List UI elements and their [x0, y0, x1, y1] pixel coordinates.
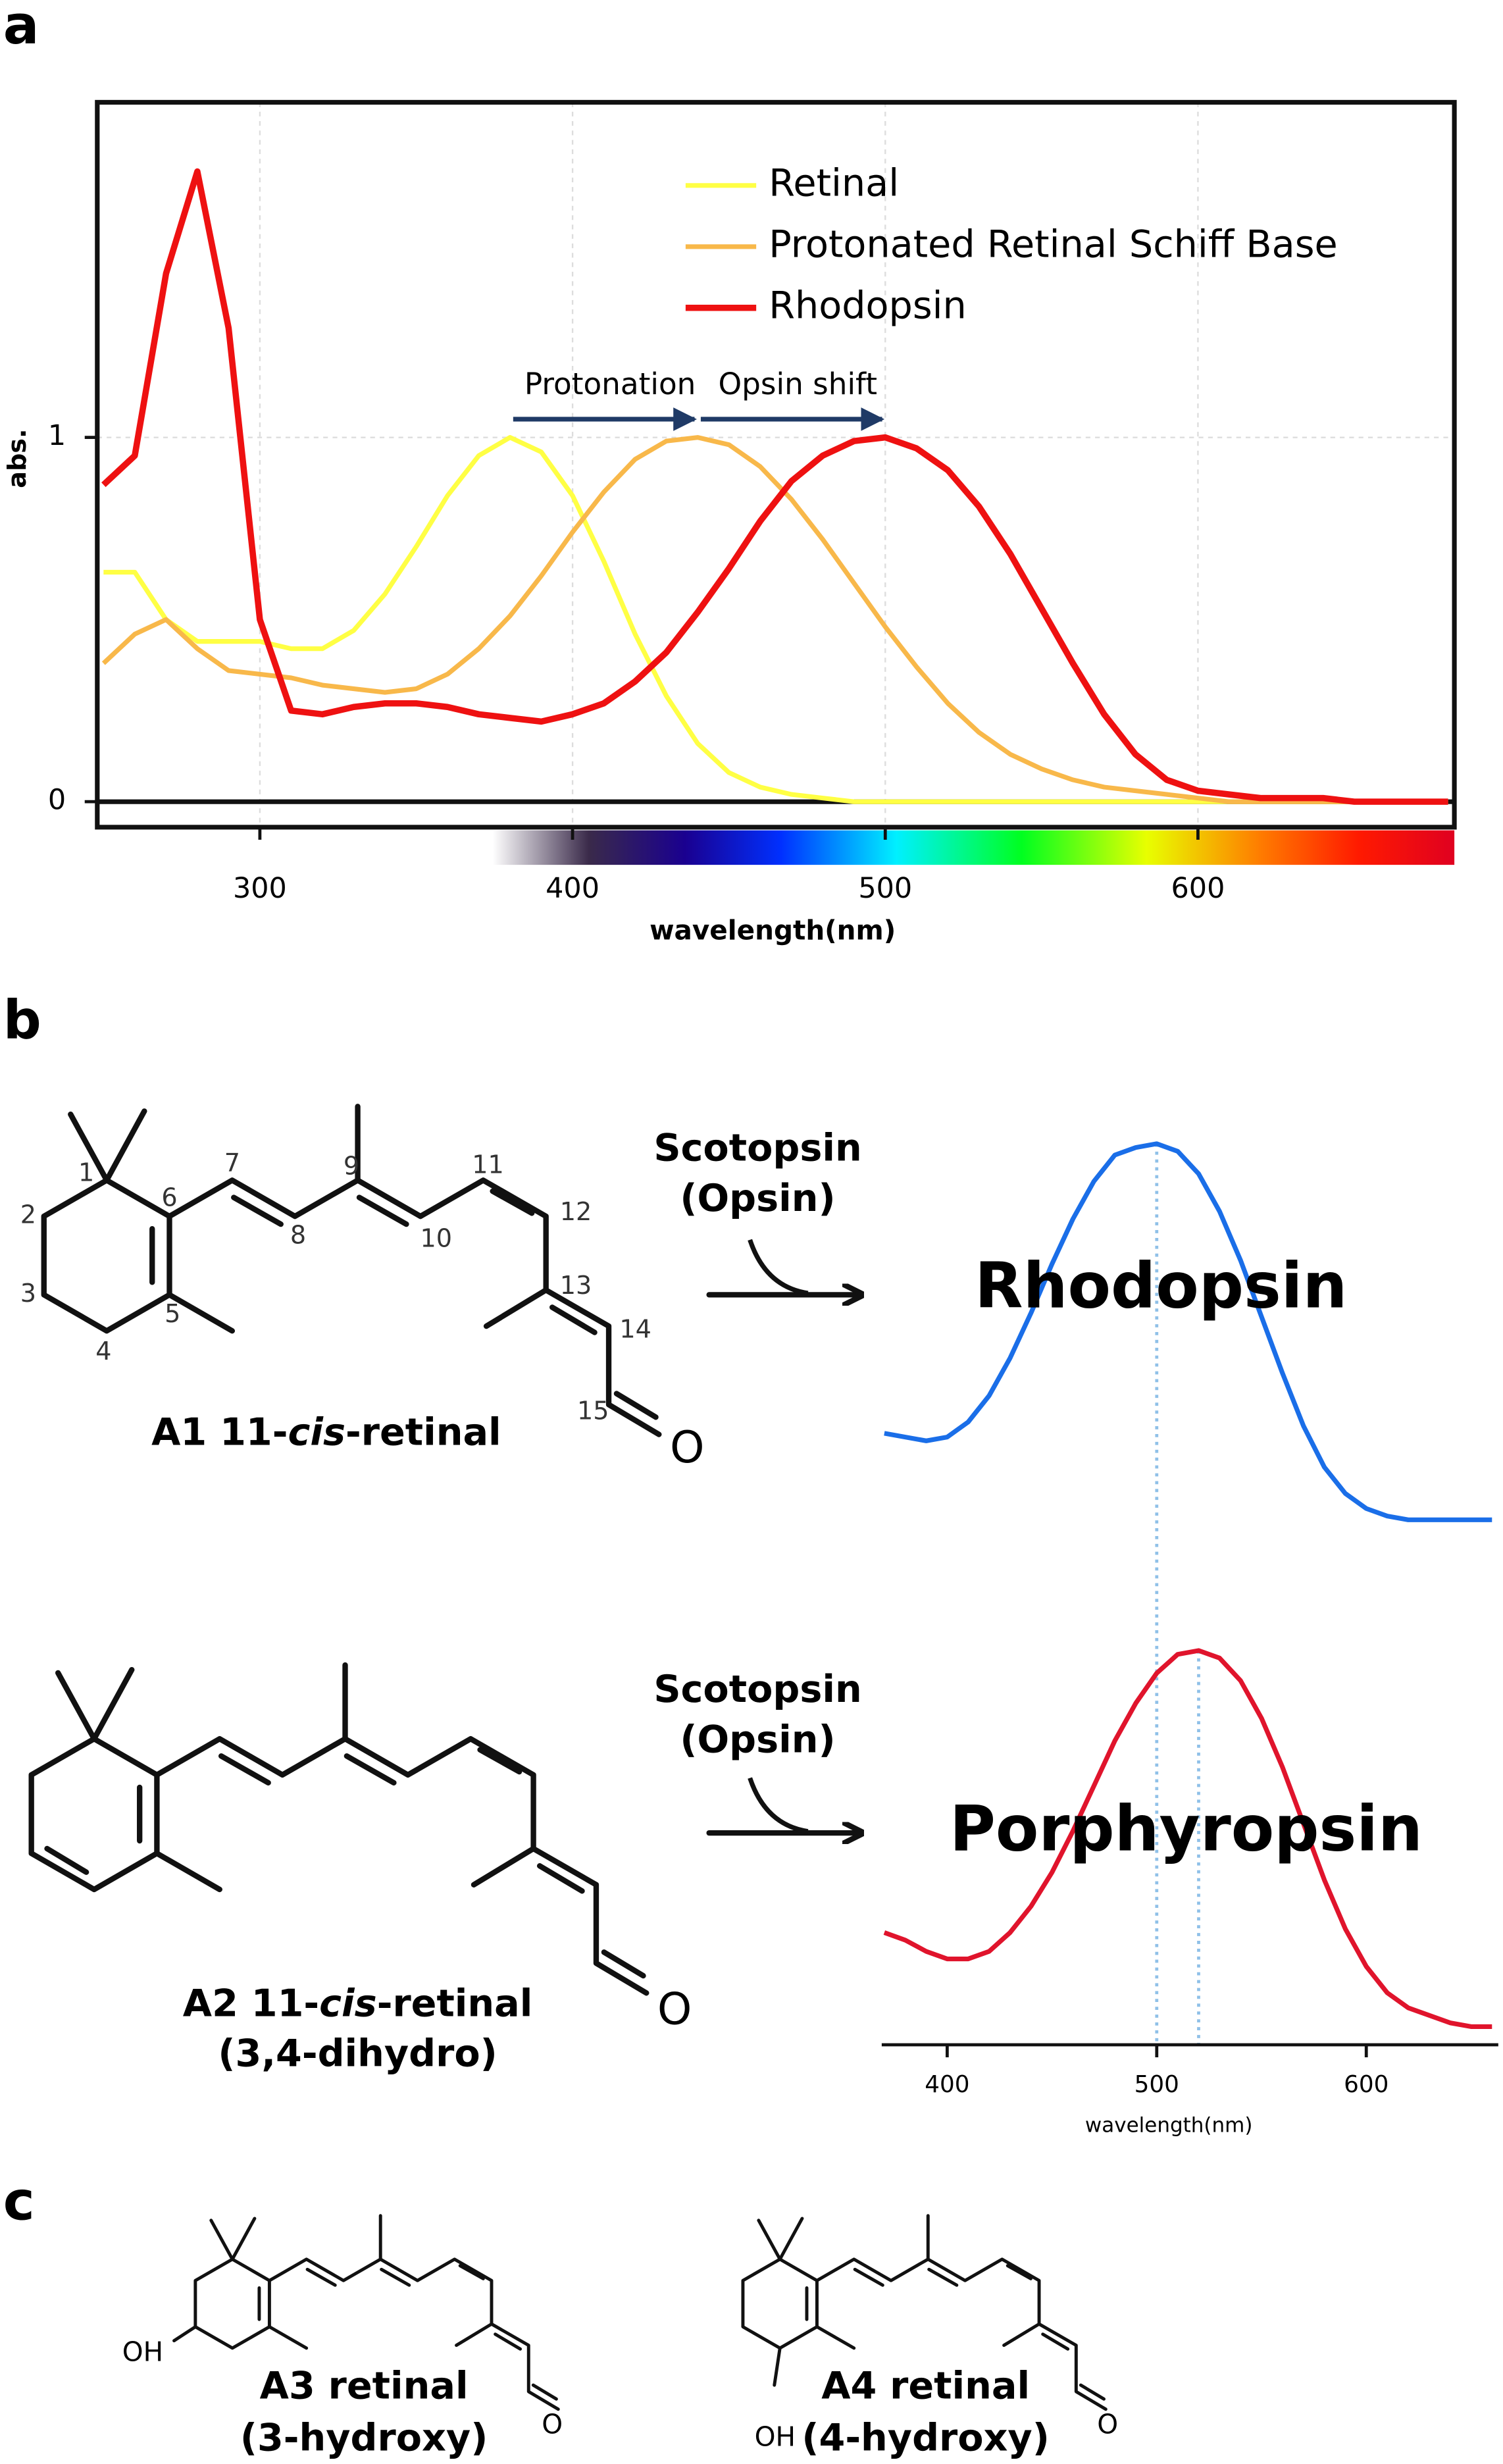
hydroxyl: OH: [122, 2336, 163, 2368]
charts: 300 400 500 600 0 1 wavelength(nm) abs. Retinal P…: [3, 99, 1498, 2137]
x-tick-label: 500: [1134, 2071, 1179, 2098]
y-axis-label: abs.: [3, 429, 32, 488]
hydroxyl: OH: [755, 2421, 796, 2452]
series-line: [884, 1141, 1492, 1522]
panel-label: a: [3, 0, 39, 57]
x-tick-label: 400: [925, 2071, 969, 2098]
plot-frame: [95, 99, 1457, 830]
atom-number: 14: [619, 1315, 651, 1344]
x-tick-label: 600: [1171, 872, 1225, 905]
atom-number: 13: [560, 1271, 592, 1300]
y-tick-label: 0: [48, 784, 66, 817]
a3-structure: [172, 2216, 559, 2409]
atom-number: 2: [20, 1200, 36, 1229]
series-line: [101, 435, 1448, 804]
atom-number: 1: [78, 1158, 94, 1187]
atom-number: 12: [560, 1197, 592, 1226]
atom-number: 5: [165, 1299, 180, 1328]
atom-number: 7: [224, 1148, 240, 1177]
name-part: A2 11-: [183, 1982, 319, 2025]
extra-double-bond: [44, 1845, 89, 1875]
oxygen: O: [542, 2408, 563, 2440]
legend-label: Rhodopsin: [769, 284, 967, 327]
structure-name: A1 11-cis-retinal: [151, 1410, 501, 1454]
spectrum-label: Rhodopsin: [975, 1250, 1347, 1323]
hydroxyl-bond: [172, 2325, 197, 2343]
legend-label: Retinal: [769, 161, 899, 205]
structure-note: (3-hydroxy): [240, 2416, 488, 2459]
name-part: -retinal: [377, 1982, 533, 2025]
reaction-label: Scotopsin: [653, 1668, 861, 1711]
reaction-label: Scotopsin: [653, 1127, 861, 1170]
x-tick-label: 500: [858, 872, 912, 905]
panel-label: c: [3, 2171, 35, 2233]
structure-name: A2 11-cis-retinal: [183, 1982, 533, 2025]
structure-name: A3 retinal: [260, 2365, 469, 2408]
oxygen: O: [657, 1983, 692, 2034]
spectrum-bar: [492, 830, 1455, 865]
atom-number: 15: [577, 1397, 609, 1425]
legend-label: Protonated Retinal Schiff Base: [769, 222, 1337, 266]
atom-number: 4: [95, 1337, 111, 1366]
x-axis-label: wavelength(nm): [650, 915, 896, 946]
atom-number: 11: [472, 1150, 504, 1179]
atom-number: 8: [290, 1221, 306, 1250]
structure-name: A4 retinal: [821, 2365, 1030, 2408]
name-part: cis: [319, 1982, 377, 2025]
name-part: cis: [288, 1410, 345, 1454]
x-tick-label: 600: [1344, 2071, 1388, 2098]
panel-label: b: [3, 989, 41, 1051]
atom-numbers: 1 2 3 4 5 6 7 8 9 10 11 12 13 14 15: [20, 1148, 651, 1425]
annotation-label: Opsin shift: [719, 367, 877, 401]
a4-structure: [743, 2216, 1106, 2409]
oxygen: O: [1097, 2408, 1118, 2440]
hydroxyl-bond: [773, 2346, 782, 2387]
atom-number: 9: [344, 1152, 359, 1181]
series-line: [101, 168, 1448, 805]
x-axis-label: wavelength(nm): [1085, 2113, 1253, 2137]
structure-note: (3,4-dihydro): [218, 2032, 497, 2075]
x-tick-label: 300: [233, 872, 287, 905]
a2-structure: [32, 1665, 647, 1993]
atom-number: 3: [20, 1279, 36, 1308]
oxygen: O: [670, 1422, 705, 1473]
y-tick-label: 1: [48, 419, 66, 452]
series-line: [883, 1648, 1492, 2029]
spectrum-label: Porphyropsin: [950, 1792, 1423, 1865]
structure-note: (4-hydroxy): [802, 2416, 1050, 2459]
reaction-label: (Opsin): [680, 1718, 835, 1761]
annotation-label: Protonation: [524, 367, 696, 401]
x-tick-label: 400: [546, 872, 599, 905]
name-part: -retinal: [345, 1410, 501, 1454]
reaction-arrow: [706, 1239, 860, 1833]
reaction-label: (Opsin): [680, 1177, 835, 1220]
atom-number: 10: [420, 1223, 453, 1252]
name-part: A1 11-: [151, 1410, 288, 1454]
atom-number: 6: [161, 1183, 177, 1212]
